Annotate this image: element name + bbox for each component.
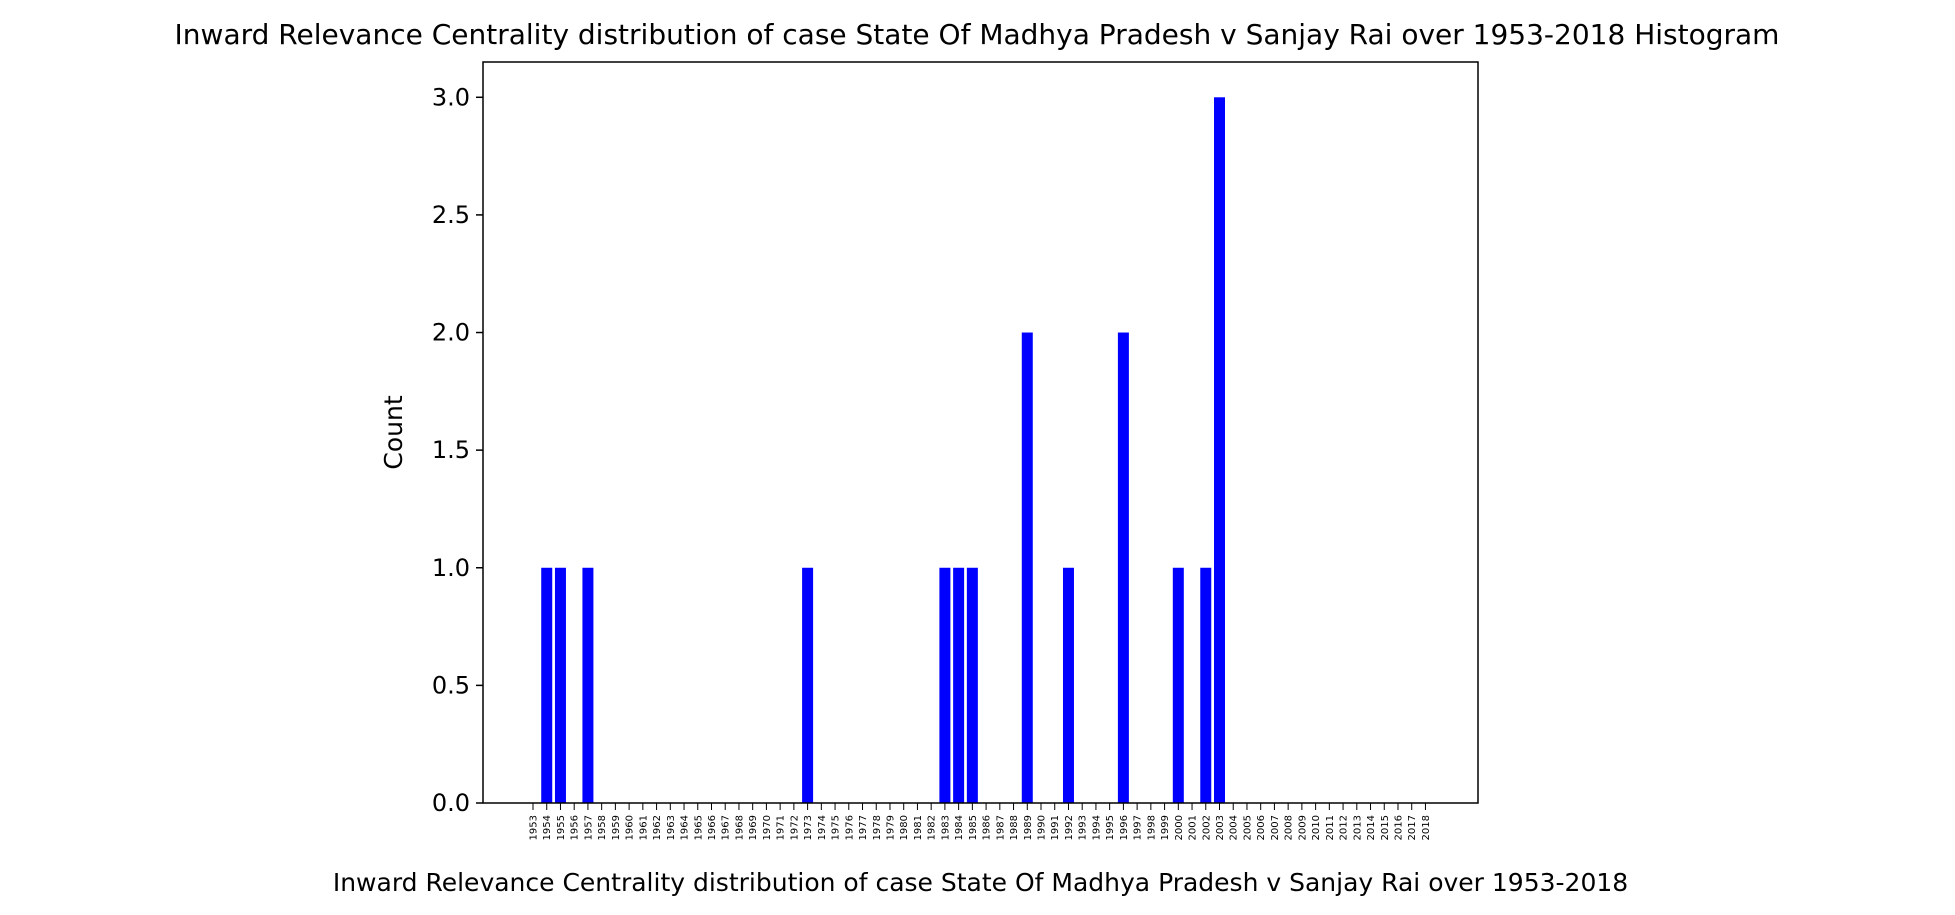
x-tick-label: 1998 — [1146, 815, 1157, 840]
bar-2000 — [1172, 567, 1184, 803]
bar-1954 — [541, 567, 553, 803]
y-axis-label: Count — [379, 395, 408, 469]
x-tick-label: 1991 — [1050, 815, 1061, 840]
x-tick-label: 1964 — [680, 815, 691, 840]
x-tick-label: 1982 — [927, 815, 938, 840]
bar-1984 — [953, 567, 965, 803]
x-tick-label: 2013 — [1352, 815, 1363, 840]
x-tick-label: 1954 — [542, 815, 553, 840]
x-tick-label: 1973 — [803, 815, 814, 840]
x-tick-label: 2015 — [1380, 815, 1391, 840]
x-tick-label: 1956 — [570, 815, 581, 840]
y-tick-label: 2.0 — [432, 319, 470, 347]
x-tick-label: 2007 — [1270, 815, 1281, 840]
x-tick-label: 2003 — [1215, 815, 1226, 840]
y-tick-label: 2.5 — [432, 201, 470, 229]
bar-1983 — [939, 567, 951, 803]
y-tick-label: 3.0 — [432, 83, 470, 111]
x-tick-label: 1955 — [556, 815, 567, 840]
x-tick-label: 2006 — [1256, 815, 1267, 840]
x-tick-label: 2010 — [1311, 815, 1322, 840]
x-tick-label: 1957 — [583, 815, 594, 840]
x-tick-label: 1979 — [885, 815, 896, 840]
x-tick-label: 1975 — [831, 815, 842, 840]
x-tick-label: 1995 — [1105, 815, 1116, 840]
x-tick-label: 1974 — [817, 815, 828, 840]
x-tick-label: 2014 — [1366, 815, 1377, 840]
x-tick-label: 1993 — [1078, 815, 1089, 840]
x-tick-label: 2017 — [1407, 815, 1418, 840]
x-tick-label: 2001 — [1188, 815, 1199, 840]
x-tick-label: 1960 — [625, 815, 636, 840]
x-tick-label: 1972 — [789, 815, 800, 840]
bar-2003 — [1214, 97, 1225, 804]
x-tick-label: 1981 — [913, 815, 924, 840]
chart-title: Inward Relevance Centrality distribution… — [175, 18, 1780, 51]
x-tick-label: 2008 — [1284, 815, 1295, 840]
x-tick-label: 1967 — [721, 815, 732, 840]
x-tick-label: 1986 — [982, 815, 993, 840]
bar-1957 — [582, 567, 594, 803]
plot-frame — [482, 61, 1479, 804]
x-tick-label: 2005 — [1242, 815, 1253, 840]
x-tick-label: 1977 — [858, 815, 869, 840]
x-tick-label: 2004 — [1229, 815, 1240, 840]
x-tick-label: 1962 — [652, 815, 663, 840]
y-tick-label: 0.5 — [432, 671, 470, 699]
x-tick-label: 1988 — [1009, 815, 1020, 840]
x-tick-label: 1987 — [995, 815, 1006, 840]
x-tick-label: 2018 — [1421, 815, 1432, 840]
x-tick-label: 2002 — [1201, 815, 1212, 840]
x-tick-label: 1996 — [1119, 815, 1130, 840]
x-tick-label: 2009 — [1297, 815, 1308, 840]
x-tick-label: 1989 — [1023, 815, 1034, 840]
x-tick-label: 1965 — [693, 815, 704, 840]
bar-1989 — [1021, 332, 1033, 803]
x-tick-label: 1959 — [611, 815, 622, 840]
x-tick-label: 1958 — [597, 815, 608, 840]
bars-group — [541, 97, 1225, 804]
x-tick-label: 1984 — [954, 815, 965, 840]
bar-1985 — [966, 567, 978, 803]
y-tick-label: 0.0 — [432, 789, 470, 817]
x-tick-label: 1997 — [1133, 815, 1144, 840]
x-tick-label: 2016 — [1393, 815, 1404, 840]
x-tick-label: 1999 — [1160, 815, 1171, 840]
x-tick-label: 1970 — [762, 815, 773, 840]
x-tick-label: 1980 — [899, 815, 910, 840]
x-tick-label: 2012 — [1339, 815, 1350, 840]
x-tick-label: 1985 — [968, 815, 979, 840]
x-tick-label: 1971 — [776, 815, 787, 840]
x-tick-label: 2000 — [1174, 815, 1185, 840]
y-tick-label: 1.0 — [432, 554, 470, 582]
bar-2002 — [1200, 567, 1212, 803]
x-tick-label: 1963 — [666, 815, 677, 840]
x-tick-label: 1953 — [529, 815, 540, 840]
bar-1955 — [554, 567, 566, 803]
x-tick-label: 1994 — [1091, 815, 1102, 840]
x-axis: 1953 1954 1955 1956 1957 1958 1959 1960 1961 1962… — [529, 803, 1432, 840]
bar-1992 — [1062, 567, 1074, 803]
x-tick-label: 1968 — [734, 815, 745, 840]
x-tick-label: 1978 — [872, 815, 883, 840]
x-tick-label: 1969 — [748, 815, 759, 840]
x-axis-label: Inward Relevance Centrality distribution… — [333, 868, 1628, 897]
x-tick-label: 1976 — [844, 815, 855, 840]
x-tick-label: 2011 — [1325, 815, 1336, 840]
x-tick-label: 1983 — [940, 815, 951, 840]
x-tick-label: 1966 — [707, 815, 718, 840]
y-axis: 0.0 0.5 1.0 1.5 2.0 2.5 3.0 — [432, 83, 483, 817]
x-tick-label: 1961 — [638, 815, 649, 840]
x-tick-label: 1990 — [1037, 815, 1048, 840]
bar-1996 — [1117, 332, 1129, 803]
bar-1973 — [802, 567, 814, 803]
y-tick-label: 1.5 — [432, 436, 470, 464]
x-tick-label: 1992 — [1064, 815, 1075, 840]
